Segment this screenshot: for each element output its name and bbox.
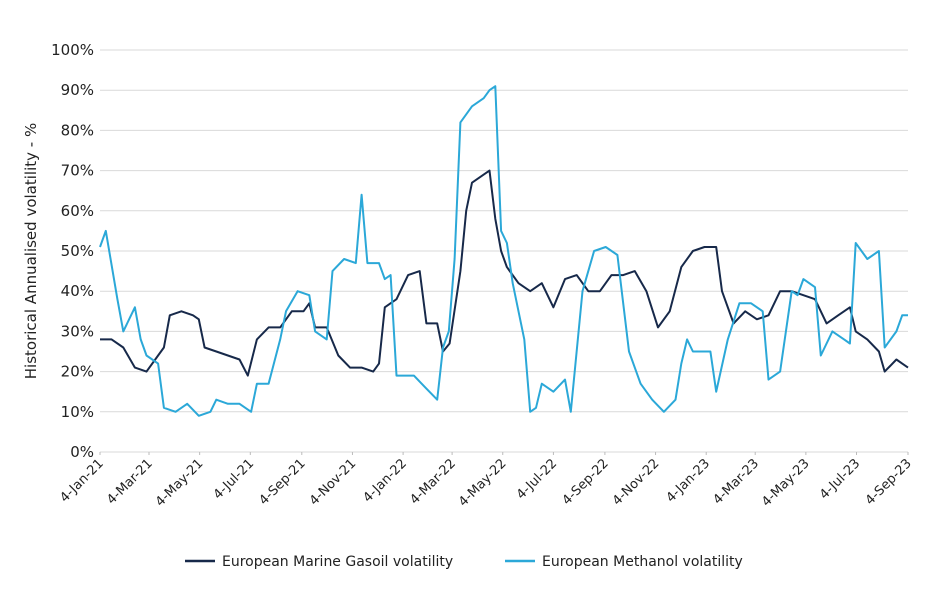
y-tick-label: 70% <box>61 162 94 180</box>
y-axis-title: Historical Annualised volatility - % <box>22 123 40 379</box>
y-tick-label: 40% <box>61 282 94 300</box>
x-tick-label: 4-Jan-22 <box>360 456 409 505</box>
y-tick-label: 90% <box>61 81 94 99</box>
legend-label: European Marine Gasoil volatility <box>222 554 453 570</box>
x-tick-label: 4-Nov-21 <box>307 456 359 508</box>
y-tick-label: 30% <box>61 322 94 340</box>
legend-label: European Methanol volatility <box>542 554 743 570</box>
x-tick-label: 4-Jul-23 <box>817 456 863 502</box>
y-tick-label: 10% <box>61 403 94 421</box>
x-tick-label: 4-Nov-22 <box>610 456 662 508</box>
x-tick-label: 4-Sep-23 <box>863 456 915 508</box>
x-tick-label: 4-Jul-21 <box>211 456 257 502</box>
x-tick-label: 4-Jul-22 <box>514 456 560 502</box>
x-tick-label: 4-Jan-21 <box>57 456 106 505</box>
x-tick-label: 4-Sep-21 <box>257 456 309 508</box>
x-tick-label: 4-Jan-23 <box>664 456 713 505</box>
x-tick-label: 4-Mar-21 <box>104 456 156 508</box>
y-tick-label: 100% <box>51 41 94 59</box>
x-tick-label: 4-Mar-22 <box>407 456 459 508</box>
x-tick-label: 4-May-23 <box>759 456 813 510</box>
y-tick-label: 20% <box>61 363 94 381</box>
y-tick-label: 0% <box>70 443 94 461</box>
x-tick-label: 4-May-22 <box>456 456 510 510</box>
y-tick-label: 60% <box>61 202 94 220</box>
y-tick-label: 50% <box>61 242 94 260</box>
series-line <box>99 85 908 417</box>
series-line <box>100 169 909 377</box>
y-tick-label: 80% <box>61 121 94 139</box>
x-tick-label: 4-Mar-23 <box>710 456 762 508</box>
x-tick-label: 4-Sep-22 <box>560 456 612 508</box>
x-tick-label: 4-May-21 <box>153 456 207 510</box>
